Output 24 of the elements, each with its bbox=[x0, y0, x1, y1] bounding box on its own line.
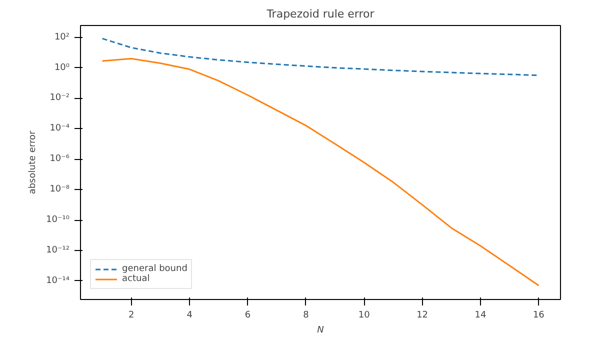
chart-title: Trapezoid rule error bbox=[266, 8, 375, 20]
y-tick-label: 10⁻¹⁰ bbox=[46, 215, 70, 226]
line-series bbox=[102, 38, 540, 76]
y-axis-title: absolute error bbox=[28, 130, 38, 194]
y-tick-label: 10⁻² bbox=[50, 93, 70, 104]
x-tick-label: 10 bbox=[358, 310, 370, 320]
y-tick-label: 10⁻⁶ bbox=[50, 154, 70, 164]
y-tick-label: 10² bbox=[54, 32, 70, 42]
y-tick-label: 10⁻⁴ bbox=[50, 124, 70, 134]
x-tick-label: 8 bbox=[303, 310, 310, 320]
y-tick-label: 10⁻¹⁴ bbox=[46, 276, 70, 286]
x-tick-label: 4 bbox=[186, 310, 193, 320]
legend-label: general bound bbox=[122, 264, 188, 274]
x-tick-label: 14 bbox=[474, 310, 486, 320]
line-series bbox=[102, 58, 540, 286]
y-tick-label: 10⁰ bbox=[54, 62, 70, 73]
x-tick-label: 2 bbox=[128, 310, 134, 320]
x-tick-label: 6 bbox=[244, 310, 251, 320]
y-tick-label: 10⁻⁸ bbox=[50, 184, 70, 195]
y-tick-label: 10⁻¹² bbox=[46, 245, 70, 256]
x-tick-label: 12 bbox=[416, 310, 428, 320]
x-tick-label: 16 bbox=[532, 310, 545, 320]
legend-label: actual bbox=[122, 274, 150, 284]
x-axis-title: N bbox=[317, 326, 324, 336]
